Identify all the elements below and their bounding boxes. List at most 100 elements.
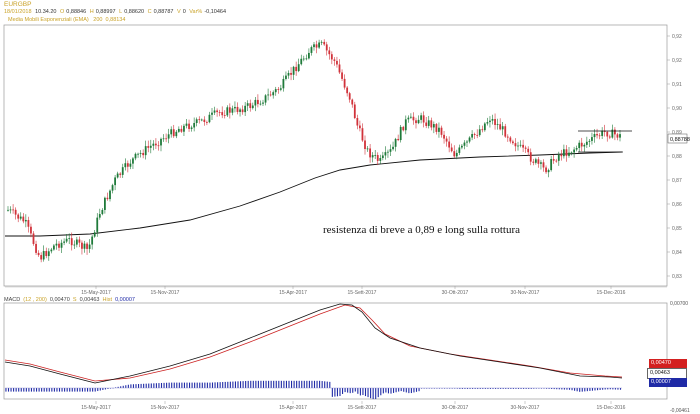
macd-hist-bar xyxy=(94,388,96,392)
macd-panel[interactable]: MACD (12 , 200) 0,00470 S 0,00463 Hist 0… xyxy=(0,296,700,414)
macd-hist-bar xyxy=(183,382,185,388)
candle-body xyxy=(534,159,537,163)
macd-hist-bar xyxy=(301,380,303,388)
macd-hist-bar xyxy=(591,388,593,391)
macd-hist-bar xyxy=(153,383,155,388)
candle-body xyxy=(109,190,111,200)
macd-hist-bar xyxy=(211,382,214,388)
macd-hist-bar xyxy=(609,388,611,390)
candle-body xyxy=(104,197,106,210)
candle-body xyxy=(47,251,50,257)
macd-chart[interactable]: 0,00700 -0,00461 15-May-2017 15-Nov-2017 1… xyxy=(0,296,700,414)
macd-hist-bar xyxy=(234,381,236,388)
macd-hist-bar xyxy=(594,388,596,391)
candle-body xyxy=(297,64,300,72)
candle-body xyxy=(14,209,17,215)
candle-body xyxy=(471,134,473,138)
macd-hist-bar xyxy=(454,388,456,389)
price-chart[interactable]: 0,92 0,92 0,91 0,90 0,89 0,88 0,87 0,86 0,85 0,84… xyxy=(0,0,700,296)
candle-body xyxy=(269,94,272,96)
high-value: 0,88997 xyxy=(95,9,116,15)
candle-body xyxy=(420,115,422,120)
macd-hist-bar xyxy=(324,381,326,388)
macd-hist-bar xyxy=(339,388,341,397)
macd-hist-bar xyxy=(288,380,290,388)
macd-hist-bar xyxy=(13,388,15,392)
macd-hist-bar xyxy=(619,388,622,390)
candle-body xyxy=(126,163,129,167)
macd-hist-bar xyxy=(461,388,463,389)
candle-body xyxy=(221,112,224,116)
candle-body xyxy=(149,145,152,148)
macd-hist-bar xyxy=(321,381,323,388)
open-value: 0,88846 xyxy=(66,9,87,15)
macd-hist-bar xyxy=(74,388,76,392)
macd-hist-bar xyxy=(255,380,257,388)
macd-hist-bar xyxy=(115,387,117,388)
candle-body xyxy=(106,197,109,200)
candle-body xyxy=(73,244,76,246)
candle-body xyxy=(384,152,387,156)
candle-body xyxy=(606,131,609,137)
macd-hist-bar xyxy=(214,382,216,388)
price-panel[interactable]: EURGBP 18/01/2018 10.34.20 O 0,88846 H 0,8… xyxy=(0,0,700,296)
candle-body xyxy=(522,144,524,148)
signal-value: 0,00463 xyxy=(79,297,100,303)
candle-body xyxy=(254,99,257,106)
macd-hist-bar xyxy=(492,388,494,389)
candle-body xyxy=(277,89,280,90)
macd-hist-bar xyxy=(456,388,458,389)
macd-hist-bar xyxy=(257,380,259,388)
macd-hist-bar xyxy=(171,382,173,388)
candle-body xyxy=(323,41,326,45)
candle-body xyxy=(98,214,101,218)
candle-body xyxy=(379,158,382,161)
macd-tag: 0,00470 xyxy=(649,359,687,368)
macd-hist-bar xyxy=(43,388,45,392)
macd-hist-bar xyxy=(449,388,451,389)
x-tick-label: 15-Dec-2016 xyxy=(597,290,626,296)
candle-body xyxy=(514,143,517,147)
macd-hist-bar xyxy=(393,388,395,393)
macd-hist-bar xyxy=(344,388,346,393)
candle-body xyxy=(134,153,137,159)
candle-body xyxy=(325,44,328,51)
candle-body xyxy=(583,144,586,147)
macd-hist-bar xyxy=(291,380,293,388)
macd-hist-bar xyxy=(173,382,175,388)
macd-hist-bar xyxy=(408,388,410,394)
macd-hist-bar xyxy=(385,388,387,393)
macd-hist-bar xyxy=(53,388,55,392)
macd-hist-bar xyxy=(597,388,599,391)
macd-hist-bar xyxy=(222,382,224,388)
candle-body xyxy=(585,141,588,145)
candle-body xyxy=(129,163,132,167)
x-tick-label: 15-Sett-2017 xyxy=(348,405,377,411)
candle-body xyxy=(598,135,601,137)
hist-value: 0,00007 xyxy=(115,297,135,303)
candle-body xyxy=(483,123,486,131)
candle-body xyxy=(394,138,397,147)
macd-hist-bar xyxy=(97,388,99,392)
candle-body xyxy=(494,119,496,125)
macd-hist-bar xyxy=(298,380,300,388)
macd-hist-bar xyxy=(79,388,81,392)
macd-hist-bar xyxy=(120,386,122,388)
candle-body xyxy=(88,244,91,249)
candle-body xyxy=(55,243,58,246)
macd-hist-bar xyxy=(143,383,145,388)
macd-hist-bar xyxy=(500,388,502,389)
ema-legend[interactable]: Media Mobili Esponenziali (EMA) 200 0,88… xyxy=(8,17,125,23)
macd-hist-bar xyxy=(229,381,231,388)
candle-body xyxy=(453,151,456,157)
y-tick-label: 0,83 xyxy=(672,274,682,280)
candle-body xyxy=(241,109,244,113)
macd-hist-bar xyxy=(196,382,198,388)
macd-hist-bar xyxy=(130,384,132,388)
macd-hist-bar xyxy=(377,388,379,398)
candle-body xyxy=(397,138,400,141)
candle-body xyxy=(147,146,150,148)
macd-hist-bar xyxy=(132,384,134,388)
candle-body xyxy=(519,144,522,146)
ema-name: Media Mobili Esponenziali (EMA) xyxy=(8,17,89,23)
